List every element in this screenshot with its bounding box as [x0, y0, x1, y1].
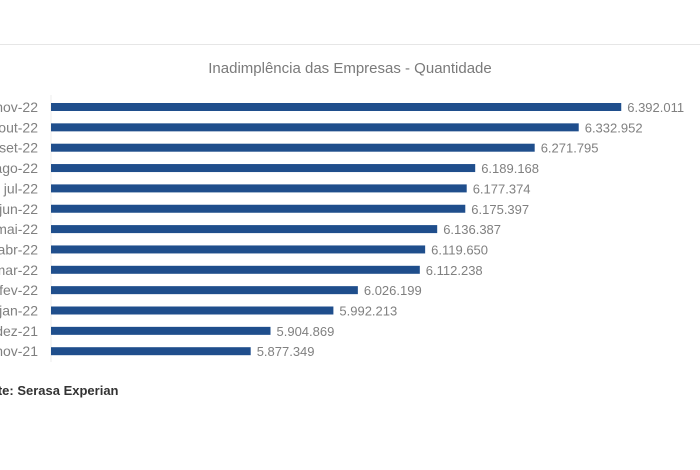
bar-ago-22 [51, 164, 476, 173]
source-note: Fonte: Serasa Experian [0, 383, 119, 398]
category-label: ago-22 [0, 160, 38, 176]
bar-nov-22 [51, 103, 622, 111]
category-label: nov-22 [0, 99, 38, 115]
data-label: 5.877.349 [257, 344, 315, 359]
data-label: 6.189.168 [481, 161, 539, 176]
bar-abr-22 [51, 245, 426, 254]
category-label: fev-22 [0, 282, 38, 298]
category-label: jun-22 [0, 201, 38, 217]
bar-jan-22 [51, 306, 334, 315]
bar-set-22 [51, 143, 535, 152]
chart-title: Inadimplência das Empresas - Quantidade [208, 60, 492, 77]
data-label: 6.175.397 [471, 202, 529, 217]
bar-dez-21 [51, 326, 271, 335]
bar-out-22 [51, 123, 579, 132]
data-label: 6.112.238 [426, 263, 483, 278]
top-divider [0, 44, 700, 45]
category-label: set-22 [0, 140, 38, 156]
bar-jun-22 [51, 204, 466, 213]
data-label: 5.992.213 [339, 304, 397, 319]
data-label: 6.271.795 [541, 141, 599, 156]
category-label: nov-21 [0, 343, 38, 359]
data-label: 6.392.011 [627, 100, 684, 115]
bar-nov-21 [51, 347, 251, 356]
bar-mar-22 [51, 265, 420, 274]
category-label: jul-22 [3, 180, 38, 196]
bar-jul-22 [51, 184, 467, 193]
bar-fev-22 [51, 286, 358, 295]
category-label: mar-22 [0, 262, 38, 278]
data-label: 6.026.199 [364, 283, 422, 298]
category-label: dez-21 [0, 323, 38, 339]
category-label: mai-22 [0, 221, 38, 237]
category-label: abr-22 [0, 241, 38, 257]
category-label: out-22 [0, 119, 38, 135]
data-label: 6.136.387 [443, 222, 501, 237]
category-label: jan-22 [0, 303, 38, 319]
data-label: 6.332.952 [585, 120, 643, 135]
bar-mai-22 [51, 225, 438, 234]
data-label: 6.177.374 [473, 181, 531, 196]
data-label: 6.119.650 [431, 242, 488, 257]
data-label: 5.904.869 [277, 324, 335, 339]
